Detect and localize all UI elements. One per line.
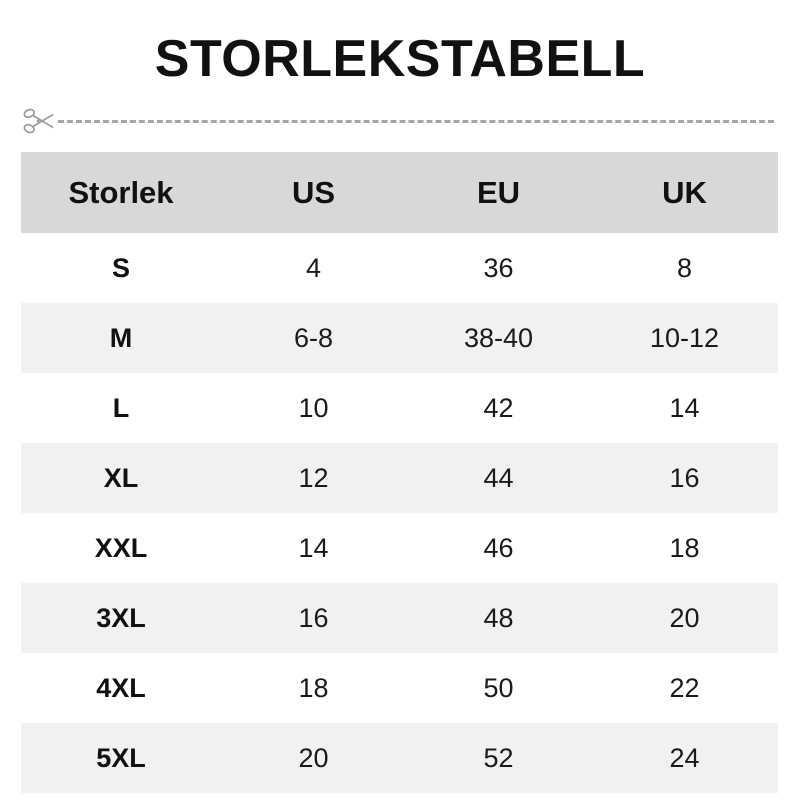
- cell-size: XXL: [21, 513, 221, 583]
- table-row: 3XL 16 48 20: [21, 583, 778, 653]
- column-header-uk: UK: [591, 152, 778, 233]
- cell-us: 12: [221, 443, 406, 513]
- cell-eu: 36: [406, 233, 591, 303]
- cell-eu: 44: [406, 443, 591, 513]
- table-row: XL 12 44 16: [21, 443, 778, 513]
- cell-uk: 10-12: [591, 303, 778, 373]
- cut-line: [22, 104, 774, 138]
- cell-us: 18: [221, 653, 406, 723]
- cell-uk: 18: [591, 513, 778, 583]
- cell-uk: 8: [591, 233, 778, 303]
- table-body: S 4 36 8 M 6-8 38-40 10-12 L 10 42 14 XL…: [21, 233, 778, 793]
- size-chart-table: Storlek US EU UK S 4 36 8 M 6-8 38-40 10…: [21, 152, 778, 793]
- table-row: 5XL 20 52 24: [21, 723, 778, 793]
- table-row: XXL 14 46 18: [21, 513, 778, 583]
- table-row: L 10 42 14: [21, 373, 778, 443]
- cell-eu: 46: [406, 513, 591, 583]
- cell-us: 20: [221, 723, 406, 793]
- scissors-icon: [23, 108, 54, 134]
- table-row: M 6-8 38-40 10-12: [21, 303, 778, 373]
- cell-us: 4: [221, 233, 406, 303]
- table-row: 4XL 18 50 22: [21, 653, 778, 723]
- cell-eu: 50: [406, 653, 591, 723]
- cell-size: M: [21, 303, 221, 373]
- cell-uk: 14: [591, 373, 778, 443]
- cell-us: 16: [221, 583, 406, 653]
- column-header-us: US: [221, 152, 406, 233]
- cell-uk: 24: [591, 723, 778, 793]
- cell-us: 10: [221, 373, 406, 443]
- cell-eu: 38-40: [406, 303, 591, 373]
- cell-size: XL: [21, 443, 221, 513]
- cell-uk: 16: [591, 443, 778, 513]
- table-row: S 4 36 8: [21, 233, 778, 303]
- cell-us: 6-8: [221, 303, 406, 373]
- cell-eu: 52: [406, 723, 591, 793]
- cell-uk: 20: [591, 583, 778, 653]
- cell-eu: 48: [406, 583, 591, 653]
- cell-size: 5XL: [21, 723, 221, 793]
- cell-size: S: [21, 233, 221, 303]
- cut-line-dashes: [58, 120, 774, 123]
- cell-us: 14: [221, 513, 406, 583]
- column-header-size: Storlek: [21, 152, 221, 233]
- cell-size: 3XL: [21, 583, 221, 653]
- table-header: Storlek US EU UK: [21, 152, 778, 233]
- column-header-eu: EU: [406, 152, 591, 233]
- cell-size: 4XL: [21, 653, 221, 723]
- page-title: STORLEKSTABELL: [154, 30, 646, 88]
- table-header-row: Storlek US EU UK: [21, 152, 778, 233]
- cell-uk: 22: [591, 653, 778, 723]
- cell-eu: 42: [406, 373, 591, 443]
- cell-size: L: [21, 373, 221, 443]
